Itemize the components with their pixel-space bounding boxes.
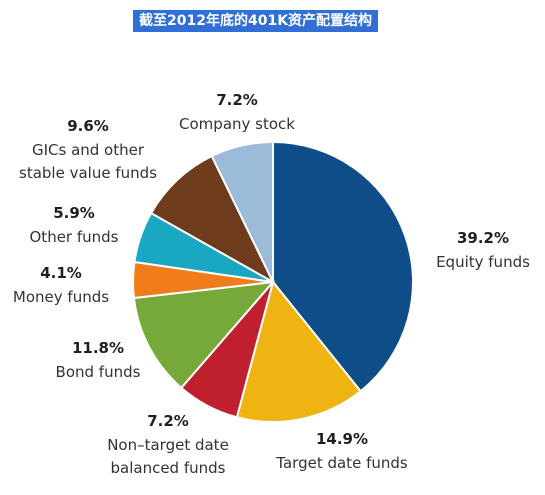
slice-value-label: 5.9% (53, 204, 95, 222)
slice-category-label: Other funds (30, 228, 119, 246)
slice-value-label: 9.6% (67, 117, 109, 135)
slice-value-label: 7.2% (147, 412, 189, 430)
slice-label-group: 14.9% Target date funds (275, 430, 408, 472)
slice-value-label: 39.2% (457, 229, 509, 247)
slice-label-group: 7.2% Non–target date balanced funds (107, 412, 229, 477)
slice-label-group: 9.6% GICs and other stable value funds (19, 117, 157, 182)
pie-slice-gics-and-other-stable-value-funds (149, 154, 276, 285)
slice-value-label: 11.8% (72, 339, 124, 357)
slice-value-label: 7.2% (216, 91, 258, 109)
pie-slice-bond-funds (132, 280, 276, 390)
slice-category-label: Target date funds (275, 454, 408, 472)
pie-slice-equity-funds (272, 140, 414, 393)
slice-value-label: 14.9% (316, 430, 368, 448)
slice-label-group: 11.8% Bond funds (56, 339, 141, 381)
slice-label-group: 4.1% Money funds (13, 264, 109, 306)
slice-category-label: balanced funds (111, 459, 226, 477)
slice-label-group: 7.2% Company stock (179, 91, 295, 133)
chart-title: 截至2012年底的401K资产配置结构 (133, 10, 379, 32)
slice-category-label: Non–target date (107, 436, 229, 454)
slice-label-group: 39.2% Equity funds (436, 229, 530, 271)
pie-slice-target-date-funds (235, 279, 363, 423)
slice-category-label: stable value funds (19, 164, 157, 182)
slice-value-label: 4.1% (40, 264, 82, 282)
slice-label-group: 5.9% Other funds (30, 204, 119, 246)
slice-category-label: GICs and other (32, 141, 145, 159)
slice-category-label: Bond funds (56, 363, 141, 381)
slice-category-label: Equity funds (436, 253, 530, 271)
slice-category-label: Company stock (179, 115, 295, 133)
pie-slice-company-stock (210, 140, 274, 283)
slice-category-label: Money funds (13, 288, 109, 306)
